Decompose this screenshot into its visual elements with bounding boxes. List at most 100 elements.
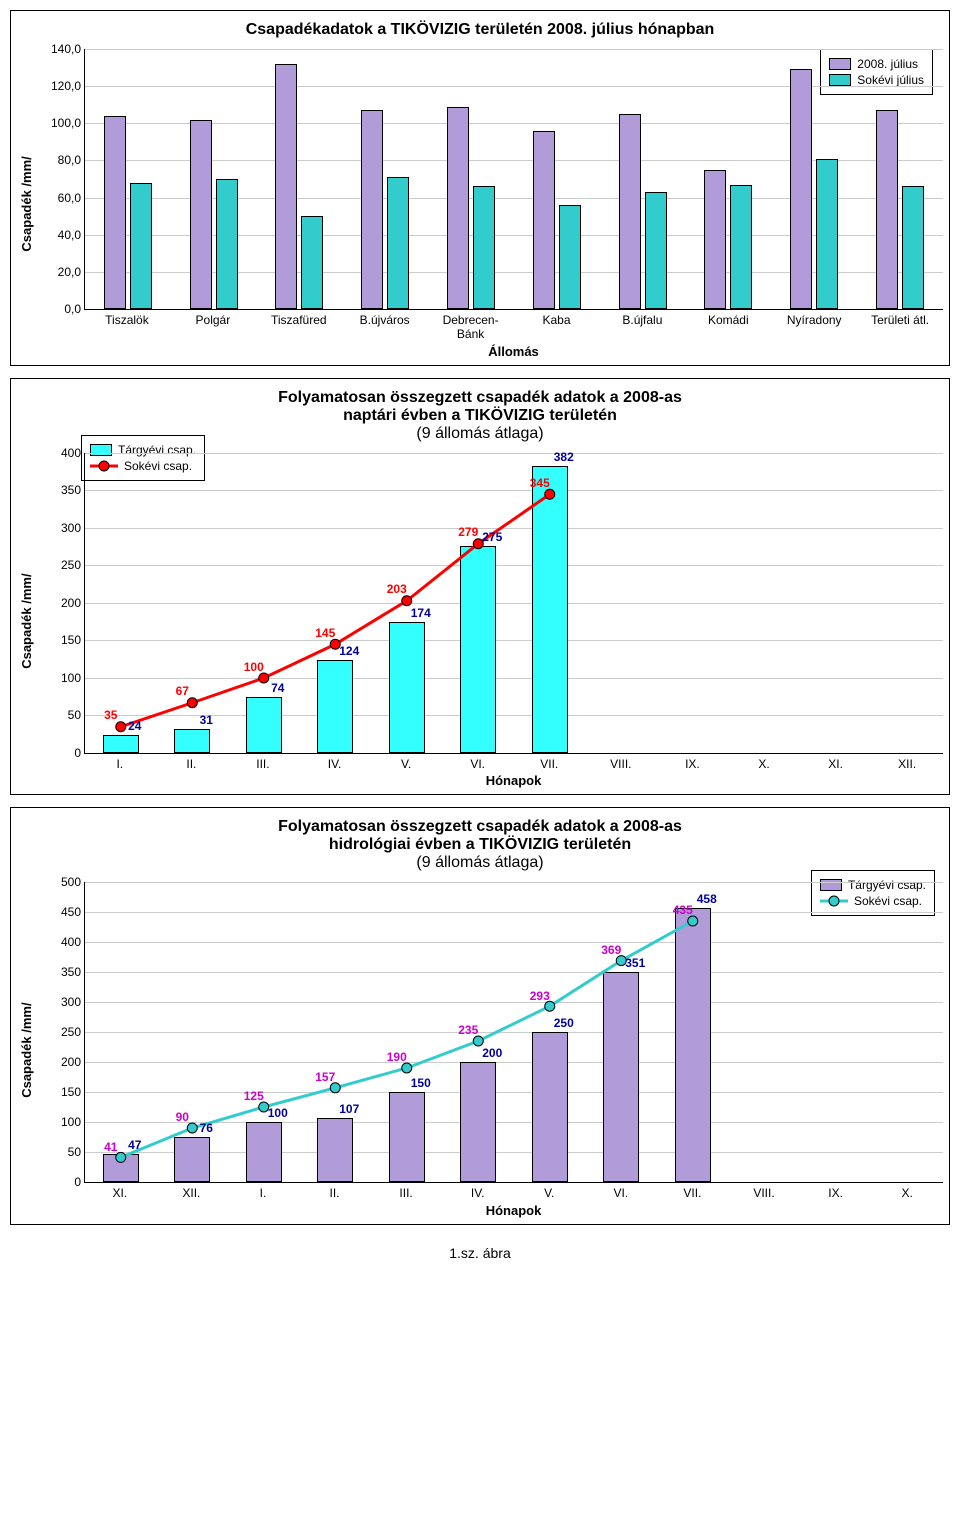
chart3-x-labels: XI.XII.I.II.III.IV.V.VI.VII.VIII.IX.X. bbox=[84, 1183, 943, 1201]
bar bbox=[317, 660, 353, 753]
bar bbox=[190, 120, 212, 309]
bar-group bbox=[600, 49, 686, 309]
x-label: Tiszalök bbox=[84, 310, 170, 342]
y-tick: 100,0 bbox=[39, 116, 81, 130]
x-label: XII. bbox=[871, 754, 943, 772]
chart2-title-l1: Folyamatosan összegzett csapadék adatok … bbox=[278, 389, 682, 406]
x-label: Komádi bbox=[685, 310, 771, 342]
y-tick: 0 bbox=[39, 1175, 81, 1189]
bar-group bbox=[514, 453, 586, 753]
line-value-label: 369 bbox=[601, 943, 621, 957]
chart3-title: Folyamatosan összegzett csapadék adatok … bbox=[17, 818, 943, 872]
y-tick: 100 bbox=[39, 671, 81, 685]
y-tick: 120,0 bbox=[39, 79, 81, 93]
y-tick: 0,0 bbox=[39, 302, 81, 316]
panel-chart3: Folyamatosan összegzett csapadék adatok … bbox=[10, 807, 950, 1225]
y-tick: 200 bbox=[39, 1055, 81, 1069]
chart3-title-l3: (9 állomás átlaga) bbox=[416, 854, 543, 871]
bar-group bbox=[872, 882, 944, 1182]
y-tick: 200 bbox=[39, 596, 81, 610]
bar-group bbox=[228, 453, 300, 753]
x-label: VII. bbox=[657, 1183, 729, 1201]
bar-value-label: 124 bbox=[339, 644, 359, 658]
line-value-label: 67 bbox=[176, 684, 189, 698]
bar bbox=[876, 110, 898, 309]
bar-group bbox=[872, 453, 944, 753]
chart1-x-labels: TiszalökPolgárTiszafüredB.újvárosDebrece… bbox=[84, 310, 943, 342]
bar bbox=[103, 735, 139, 753]
bar bbox=[103, 1154, 139, 1182]
chart1-x-axis-title: Állomás bbox=[84, 344, 943, 359]
bar-group bbox=[729, 882, 801, 1182]
bar-value-label: 382 bbox=[554, 450, 574, 464]
x-label: I. bbox=[84, 754, 156, 772]
chart2-title-l3: (9 állomás átlaga) bbox=[416, 425, 543, 442]
y-tick: 50 bbox=[39, 1145, 81, 1159]
bar bbox=[559, 205, 581, 309]
x-label: IX. bbox=[657, 754, 729, 772]
x-label: VI. bbox=[585, 1183, 657, 1201]
bar-value-label: 150 bbox=[411, 1076, 431, 1090]
x-label: II. bbox=[156, 754, 228, 772]
bar-group bbox=[586, 882, 658, 1182]
x-label: V. bbox=[513, 1183, 585, 1201]
bar bbox=[317, 1118, 353, 1182]
line-value-label: 345 bbox=[530, 476, 550, 490]
line-value-label: 157 bbox=[315, 1070, 335, 1084]
y-tick: 50 bbox=[39, 708, 81, 722]
chart2-title-l2: naptári évben a TIKÖVIZIG területén bbox=[343, 407, 617, 424]
bar bbox=[460, 546, 496, 752]
x-label: VIII. bbox=[728, 1183, 800, 1201]
bar-group bbox=[657, 453, 729, 753]
bar-group bbox=[586, 453, 658, 753]
y-tick: 400 bbox=[39, 935, 81, 949]
y-tick: 250 bbox=[39, 558, 81, 572]
y-tick: 300 bbox=[39, 521, 81, 535]
bar bbox=[730, 185, 752, 309]
chart2-x-labels: I.II.III.IV.V.VI.VII.VIII.IX.X.XI.XII. bbox=[84, 754, 943, 772]
bar-group bbox=[657, 882, 729, 1182]
x-label: III. bbox=[370, 1183, 442, 1201]
bar-group bbox=[171, 49, 257, 309]
chart3-title-l2: hidrológiai évben a TIKÖVIZIG területén bbox=[329, 836, 631, 853]
y-tick: 40,0 bbox=[39, 228, 81, 242]
bar-group bbox=[85, 49, 171, 309]
bar-group bbox=[157, 453, 229, 753]
chart3-title-l1: Folyamatosan összegzett csapadék adatok … bbox=[278, 818, 682, 835]
x-label: Területi átl. bbox=[857, 310, 943, 342]
bar-value-label: 24 bbox=[128, 719, 141, 733]
bar bbox=[473, 186, 495, 309]
x-label: VII. bbox=[513, 754, 585, 772]
bar-value-label: 100 bbox=[268, 1106, 288, 1120]
panel-chart1: Csapadékadatok a TIKÖVIZIG területén 200… bbox=[10, 10, 950, 366]
bar bbox=[533, 131, 555, 309]
y-tick: 0 bbox=[39, 746, 81, 760]
bar-value-label: 275 bbox=[482, 530, 502, 544]
bar-group bbox=[228, 882, 300, 1182]
bar bbox=[816, 159, 838, 309]
bar-group bbox=[371, 882, 443, 1182]
y-tick: 80,0 bbox=[39, 153, 81, 167]
bar bbox=[389, 622, 425, 753]
chart2-ylabel: Csapadék /mm/ bbox=[17, 453, 36, 789]
bar bbox=[619, 114, 641, 309]
x-label: Polgár bbox=[170, 310, 256, 342]
y-tick: 500 bbox=[39, 875, 81, 889]
x-label: IX. bbox=[800, 1183, 872, 1201]
chart2-x-axis-title: Hónapok bbox=[84, 773, 943, 788]
x-label: Nyíradony bbox=[771, 310, 857, 342]
figure-caption: 1.sz. ábra bbox=[10, 1245, 950, 1261]
y-tick: 400 bbox=[39, 446, 81, 460]
x-label: B.újváros bbox=[342, 310, 428, 342]
x-label: II. bbox=[299, 1183, 371, 1201]
x-label: X. bbox=[871, 1183, 943, 1201]
line-value-label: 190 bbox=[387, 1050, 407, 1064]
chart2-plot-area: 050100150200250300350400 243174124174275… bbox=[84, 453, 943, 754]
bar bbox=[246, 1122, 282, 1182]
bar-group bbox=[686, 49, 772, 309]
line-value-label: 293 bbox=[530, 989, 550, 1003]
bar-group bbox=[157, 882, 229, 1182]
bar-value-label: 174 bbox=[411, 606, 431, 620]
y-tick: 350 bbox=[39, 965, 81, 979]
bar-group bbox=[428, 49, 514, 309]
